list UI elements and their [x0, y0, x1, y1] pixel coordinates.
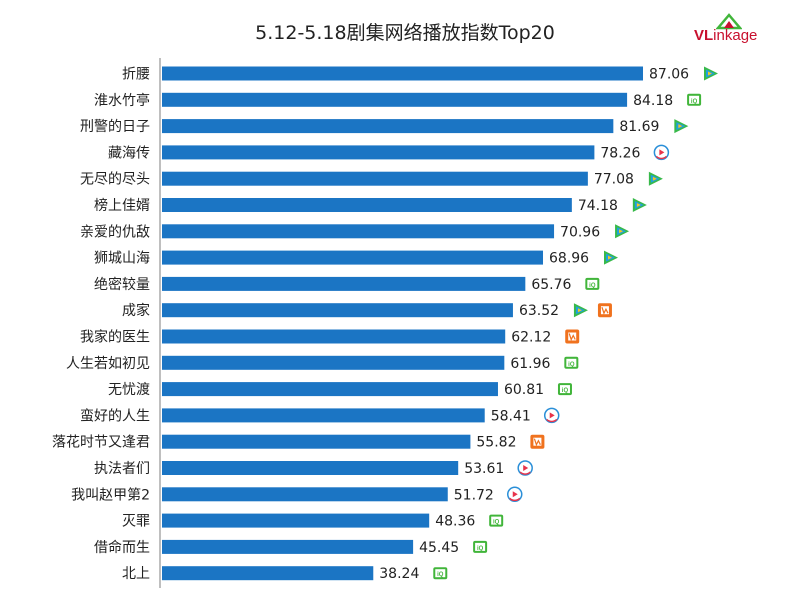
category-label: 执法者们: [94, 461, 150, 477]
bar: [162, 119, 614, 134]
category-label: 落花时节又逢君: [52, 435, 150, 451]
mango-tv-icon: [597, 303, 612, 318]
iqiyi-icon: iQ: [687, 93, 702, 106]
tencent-video-icon: [615, 224, 630, 239]
category-label: 榜上佳婿: [94, 197, 150, 214]
value-label: 45.45: [419, 540, 459, 556]
category-label: 淮水竹亭: [94, 92, 150, 109]
category-label: 人生若如初见: [66, 355, 150, 372]
bar: [162, 66, 644, 81]
category-label: 刑警的日子: [80, 119, 150, 135]
bar: [162, 513, 430, 528]
category-label: 我叫赵甲第2: [71, 486, 150, 503]
tencent-video-icon: [632, 198, 647, 212]
svg-text:iQ: iQ: [477, 546, 484, 552]
value-label: 65.76: [531, 277, 571, 293]
vlinkage-logo: VLinkage: [694, 12, 784, 52]
bar: [162, 276, 526, 291]
logo-text-rest: inkage: [713, 27, 758, 44]
bar: [162, 487, 448, 502]
mango-tv-icon: [530, 434, 545, 449]
category-label: 蛮好的人生: [80, 407, 150, 424]
youku-icon: [653, 144, 670, 161]
bar: [162, 461, 459, 475]
chart-title: 5.12-5.18剧集网络播放指数Top20: [255, 22, 555, 44]
svg-text:iQ: iQ: [437, 572, 444, 578]
value-label: 53.61: [464, 461, 504, 477]
value-label: 78.26: [600, 145, 640, 161]
bar: [162, 329, 506, 344]
svg-text:iQ: iQ: [493, 520, 500, 526]
iqiyi-icon: iQ: [489, 514, 504, 527]
svg-text:iQ: iQ: [568, 362, 575, 368]
value-label: 68.96: [549, 251, 589, 267]
tencent-video-icon: [604, 250, 619, 265]
value-label: 48.36: [435, 514, 475, 530]
logo-text-prefix: VL: [694, 27, 714, 44]
category-label: 藏海传: [108, 145, 150, 161]
mango-tv-icon: [565, 329, 580, 344]
svg-text:iQ: iQ: [589, 283, 596, 289]
value-label: 84.18: [633, 93, 673, 109]
value-label: 60.81: [504, 382, 544, 398]
category-label: 无尽的尽头: [80, 172, 150, 188]
value-label: 55.82: [476, 435, 516, 451]
house-icon: [716, 13, 742, 30]
value-label: 62.12: [511, 330, 551, 346]
bar: [162, 224, 555, 239]
iqiyi-icon: iQ: [564, 356, 579, 369]
bar: [162, 434, 471, 449]
youku-icon: [507, 486, 523, 503]
value-label: 77.08: [594, 172, 634, 188]
category-label: 折腰: [122, 67, 150, 83]
value-label: 61.96: [510, 356, 550, 372]
iqiyi-icon: iQ: [557, 383, 572, 396]
value-label: 70.96: [560, 224, 600, 240]
category-label: 北上: [122, 566, 150, 582]
bar: [162, 408, 485, 423]
tencent-video-icon: [648, 171, 663, 186]
tencent-video-icon: [573, 303, 588, 318]
iqiyi-icon: iQ: [473, 540, 488, 553]
value-label: 81.69: [619, 119, 659, 135]
value-label: 58.41: [491, 408, 531, 424]
bar: [162, 303, 513, 318]
bar: [162, 250, 544, 265]
value-label: 51.72: [454, 487, 494, 503]
category-label: 亲爱的仇敌: [80, 224, 150, 240]
category-label: 我家的医生: [80, 329, 150, 346]
category-label: 灭罪: [122, 514, 150, 530]
bar: [162, 198, 572, 212]
youku-icon: [517, 460, 533, 476]
bar: [162, 566, 374, 581]
category-label: 无忧渡: [108, 382, 150, 398]
bar: [162, 382, 498, 397]
bar: [162, 539, 414, 554]
svg-text:iQ: iQ: [691, 99, 698, 105]
value-label: 63.52: [519, 303, 559, 319]
svg-text:iQ: iQ: [562, 388, 569, 394]
category-label: 狮城山海: [94, 251, 150, 267]
youku-icon: [543, 407, 560, 424]
iqiyi-icon: iQ: [585, 277, 600, 290]
tencent-video-icon: [704, 66, 719, 81]
tencent-video-icon: [674, 119, 689, 134]
category-label: 绝密较量: [94, 276, 150, 293]
category-label: 成家: [122, 302, 150, 319]
bar: [162, 355, 505, 370]
category-label: 借命而生: [94, 539, 150, 556]
bar: [162, 171, 588, 186]
bar: [162, 92, 628, 107]
value-label: 87.06: [649, 67, 689, 83]
iqiyi-icon: iQ: [433, 567, 448, 580]
bar: [162, 145, 595, 160]
value-label: 38.24: [379, 566, 419, 582]
value-label: 74.18: [578, 198, 618, 214]
logo-text: VLinkage: [694, 27, 757, 44]
